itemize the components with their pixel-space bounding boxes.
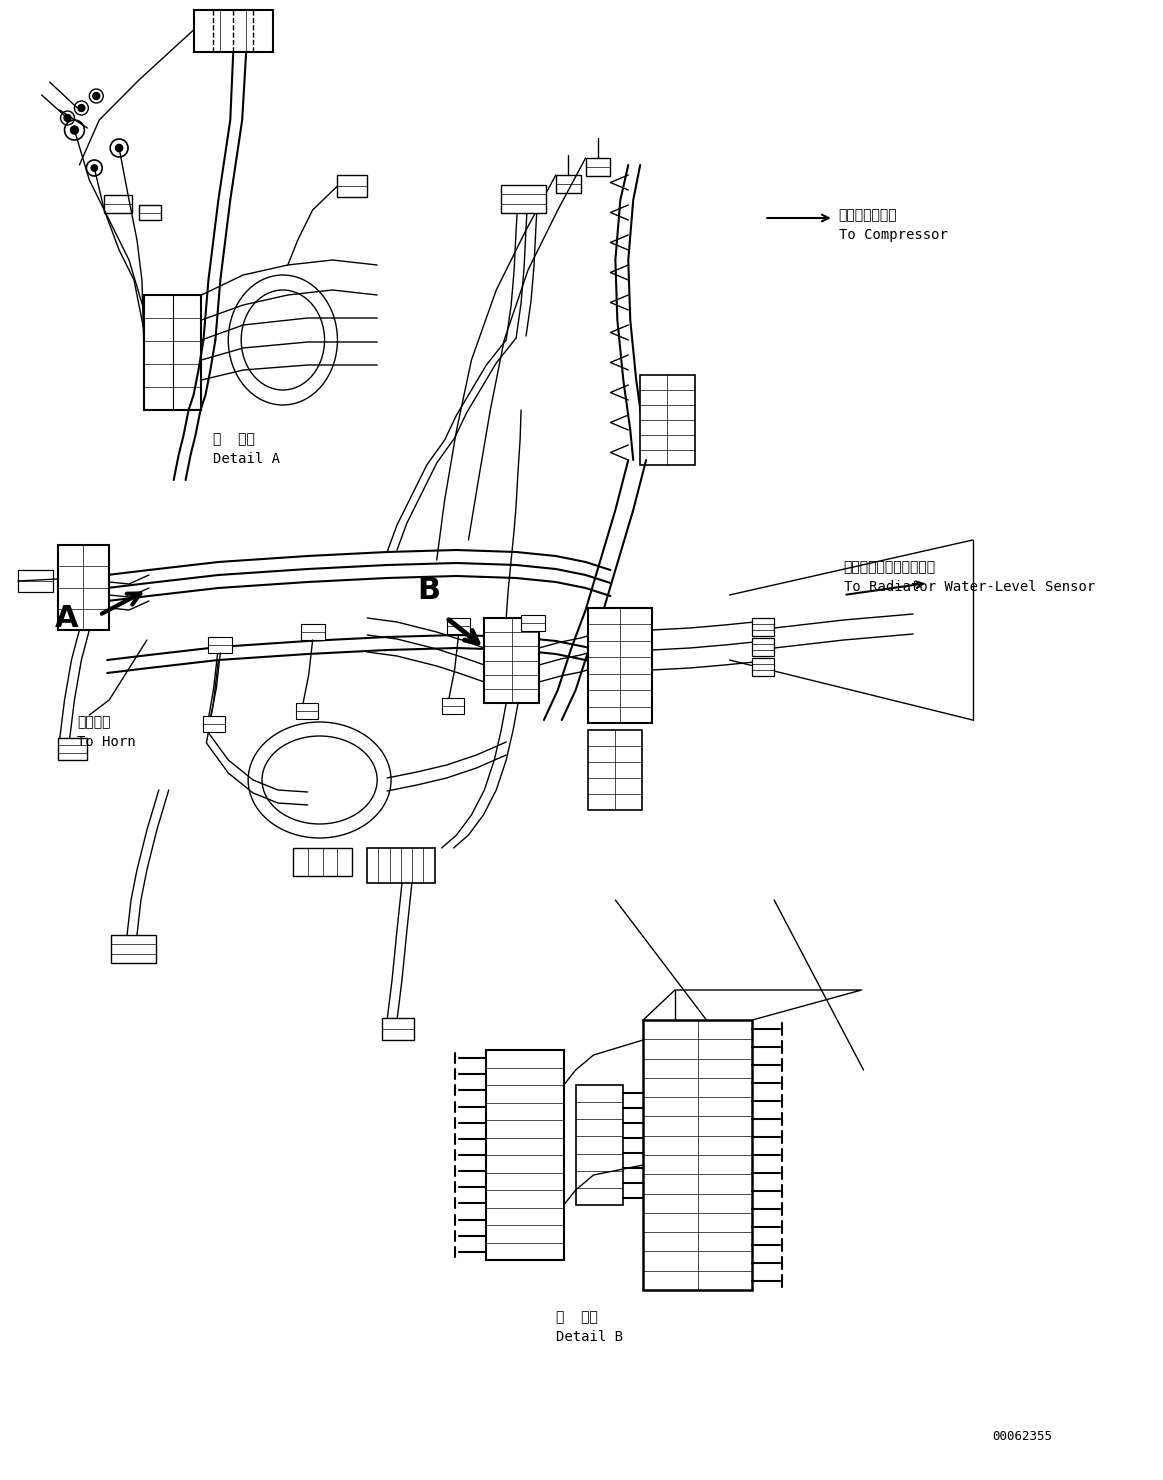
- Bar: [112, 935, 156, 963]
- Bar: [752, 659, 775, 676]
- Bar: [57, 545, 109, 630]
- Bar: [587, 730, 642, 810]
- Bar: [587, 608, 652, 724]
- Bar: [301, 625, 324, 639]
- Bar: [486, 1049, 564, 1259]
- Bar: [57, 739, 87, 761]
- Bar: [368, 848, 435, 884]
- Text: ホーンへ: ホーンへ: [78, 715, 110, 730]
- Text: To Compressor: To Compressor: [839, 228, 948, 243]
- Text: A: A: [55, 604, 78, 632]
- Bar: [293, 848, 352, 876]
- Text: Detail B: Detail B: [556, 1331, 623, 1344]
- Bar: [643, 1020, 752, 1291]
- Text: 日  詳細: 日 詳細: [556, 1310, 598, 1325]
- Bar: [576, 1085, 623, 1205]
- Bar: [105, 195, 133, 213]
- Circle shape: [115, 145, 122, 151]
- Bar: [193, 10, 273, 52]
- Bar: [208, 636, 233, 653]
- Circle shape: [78, 105, 85, 111]
- Circle shape: [71, 126, 78, 135]
- Text: B: B: [416, 576, 440, 604]
- Bar: [144, 295, 201, 410]
- Bar: [447, 619, 471, 633]
- Text: 00062355: 00062355: [992, 1430, 1053, 1443]
- Text: Detail A: Detail A: [213, 451, 280, 466]
- Bar: [501, 185, 545, 213]
- Bar: [295, 703, 317, 719]
- Bar: [556, 175, 580, 192]
- Bar: [337, 175, 368, 197]
- Circle shape: [64, 114, 71, 121]
- Bar: [640, 374, 694, 465]
- Bar: [383, 1018, 414, 1040]
- Bar: [138, 206, 160, 221]
- Text: Ａ  詳細: Ａ 詳細: [213, 432, 255, 445]
- Bar: [204, 716, 226, 733]
- Text: To Radiator Water-Level Sensor: To Radiator Water-Level Sensor: [843, 580, 1094, 593]
- Bar: [752, 638, 775, 656]
- Circle shape: [91, 164, 98, 172]
- Circle shape: [93, 93, 100, 99]
- Bar: [442, 699, 464, 713]
- Text: To Horn: To Horn: [78, 736, 136, 749]
- Bar: [17, 570, 52, 592]
- Text: ラジエータ水位センサへ: ラジエータ水位センサへ: [843, 559, 936, 574]
- Bar: [484, 619, 538, 703]
- Bar: [521, 616, 545, 630]
- Bar: [752, 619, 775, 636]
- Text: コンプレッサへ: コンプレッサへ: [839, 209, 898, 222]
- Bar: [586, 158, 611, 176]
